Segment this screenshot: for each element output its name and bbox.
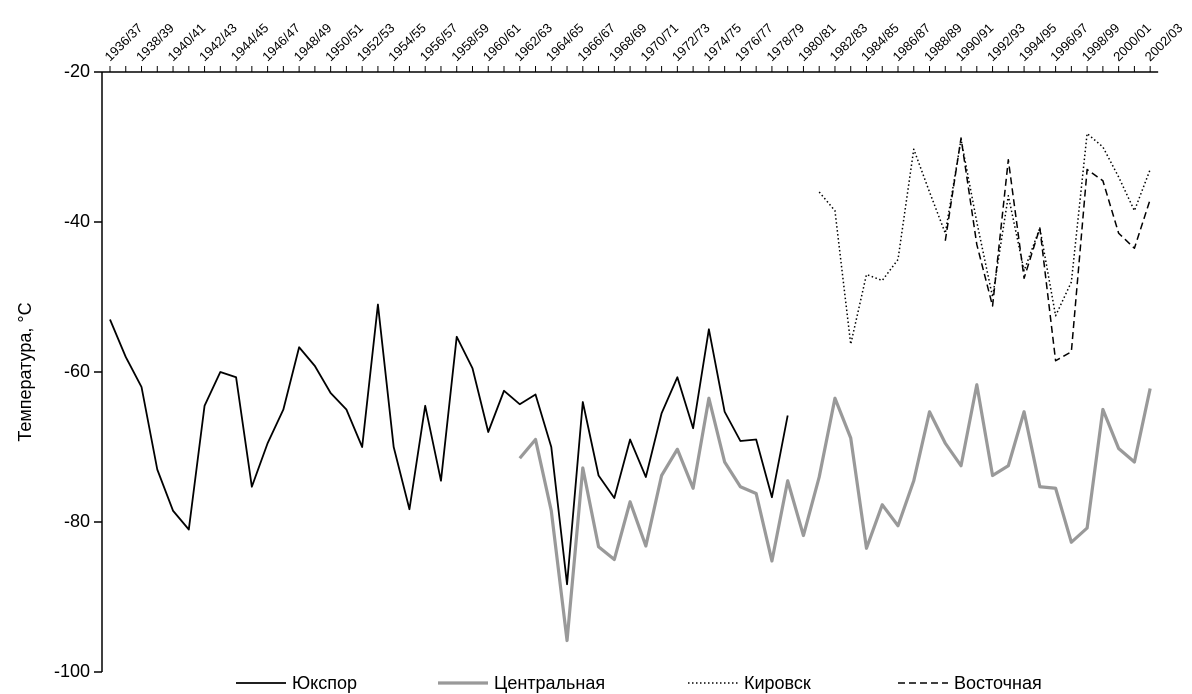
- legend-label: Кировск: [744, 673, 811, 693]
- y-tick-label: -40: [64, 211, 90, 231]
- series-line: [109, 303, 789, 586]
- y-axis-label: Температура, °C: [15, 302, 35, 441]
- legend-label: Центральная: [494, 673, 605, 693]
- series-line: [818, 132, 1151, 345]
- legend-label: Юкспор: [292, 673, 357, 693]
- y-tick-label: -60: [64, 361, 90, 381]
- series-line: [944, 137, 1151, 362]
- legend-label: Восточная: [954, 673, 1042, 693]
- series-line: [518, 383, 1152, 643]
- y-tick-label: -80: [64, 511, 90, 531]
- y-tick-label: -20: [64, 61, 90, 81]
- y-tick-label: -100: [54, 661, 90, 681]
